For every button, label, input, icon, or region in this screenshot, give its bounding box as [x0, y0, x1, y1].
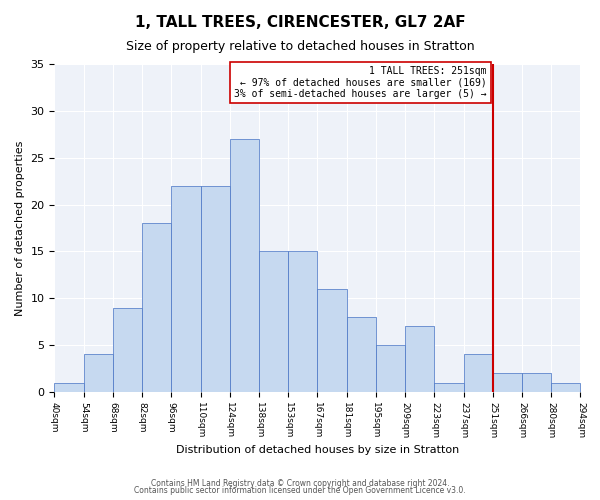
Bar — [113, 308, 142, 392]
Bar — [142, 224, 172, 392]
Bar — [55, 382, 83, 392]
Bar — [230, 139, 259, 392]
Bar — [259, 252, 288, 392]
Text: 1 TALL TREES: 251sqm
← 97% of detached houses are smaller (169)
3% of semi-detac: 1 TALL TREES: 251sqm ← 97% of detached h… — [235, 66, 487, 99]
Text: Size of property relative to detached houses in Stratton: Size of property relative to detached ho… — [125, 40, 475, 53]
Bar — [288, 252, 317, 392]
Bar — [200, 186, 230, 392]
Bar — [551, 382, 580, 392]
Text: Contains HM Land Registry data © Crown copyright and database right 2024.: Contains HM Land Registry data © Crown c… — [151, 478, 449, 488]
Bar — [317, 289, 347, 392]
X-axis label: Distribution of detached houses by size in Stratton: Distribution of detached houses by size … — [176, 445, 459, 455]
Bar — [376, 345, 405, 392]
Y-axis label: Number of detached properties: Number of detached properties — [15, 140, 25, 316]
Text: 1, TALL TREES, CIRENCESTER, GL7 2AF: 1, TALL TREES, CIRENCESTER, GL7 2AF — [134, 15, 466, 30]
Bar — [405, 326, 434, 392]
Bar — [83, 354, 113, 392]
Bar — [522, 373, 551, 392]
Text: Contains public sector information licensed under the Open Government Licence v3: Contains public sector information licen… — [134, 486, 466, 495]
Bar — [347, 317, 376, 392]
Bar — [464, 354, 493, 392]
Bar — [493, 373, 522, 392]
Bar — [434, 382, 464, 392]
Bar — [172, 186, 200, 392]
